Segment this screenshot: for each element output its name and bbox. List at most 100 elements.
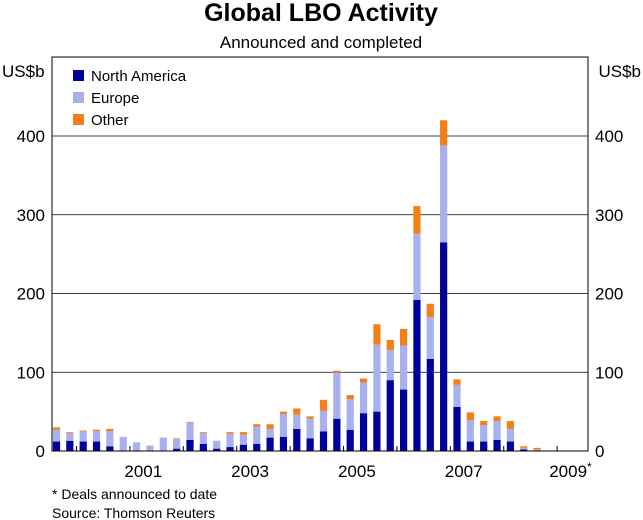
- bar-segment: [466, 441, 474, 451]
- legend-swatch: [73, 70, 84, 81]
- bar-segment: [52, 429, 61, 442]
- bar-segment: [66, 440, 74, 451]
- bar-segment: [173, 438, 181, 440]
- bar-segment: [466, 412, 474, 421]
- bar-segment: [426, 303, 434, 318]
- bar-segment: [319, 399, 328, 411]
- bar-segment: [293, 428, 301, 451]
- bar-segment: [279, 436, 288, 451]
- bar-segment: [92, 441, 101, 451]
- bar-segment: [146, 445, 154, 451]
- bar-segment: [226, 433, 234, 448]
- bar-segment: [359, 378, 368, 383]
- x-tick-label: 2009*: [549, 460, 592, 481]
- y-tick-label-right: 0: [595, 442, 604, 461]
- bar-segment: [159, 437, 167, 451]
- bar-segment: [226, 447, 234, 451]
- x-tick-label: 2003: [231, 462, 269, 481]
- bar-segment: [506, 421, 514, 429]
- bar-segment: [92, 431, 101, 442]
- bar-segment: [213, 440, 221, 449]
- bar-segment: [386, 380, 394, 452]
- bar-segment: [253, 424, 261, 427]
- x-tick-label: 2005: [338, 462, 376, 481]
- bar-segment: [373, 324, 381, 345]
- bar-segment: [453, 379, 461, 385]
- bar-segment: [346, 399, 354, 430]
- bar-segment: [386, 339, 394, 351]
- bar-segment: [333, 372, 341, 419]
- bar-segment: [173, 439, 181, 449]
- bar-segment: [346, 429, 354, 451]
- legend-label: Other: [91, 112, 129, 129]
- bars: [52, 120, 541, 452]
- bar-segment: [199, 443, 207, 451]
- bar-segment: [266, 424, 274, 429]
- bar-segment: [133, 442, 141, 451]
- bar-segment: [426, 317, 434, 359]
- bar-segment: [79, 441, 87, 451]
- bar-segment: [533, 449, 541, 451]
- bar-segment: [520, 447, 528, 450]
- bar-segment: [253, 426, 261, 444]
- y-tick-label-left: 0: [36, 442, 45, 461]
- y-tick-label-left: 300: [17, 206, 45, 225]
- bar-segment: [106, 428, 114, 432]
- bar-segment: [346, 395, 354, 400]
- bar-segment: [506, 428, 514, 442]
- bar-segment: [426, 358, 434, 451]
- bar-segment: [199, 432, 207, 444]
- bar-segment: [440, 145, 448, 243]
- bar-segment: [520, 446, 528, 448]
- bar-segment: [386, 350, 394, 381]
- bar-segment: [480, 421, 488, 426]
- bar-segment: [333, 418, 341, 451]
- y-tick-label-left: 200: [17, 285, 45, 304]
- y-tick-label-right: 300: [595, 206, 623, 225]
- bar-segment: [373, 411, 381, 452]
- axes: 0 0 100 100 200 200 300 300 400 400 2001 2003 2005 20…: [17, 56, 623, 481]
- bar-segment: [520, 449, 528, 451]
- y-unit-left: US$b: [2, 62, 45, 81]
- bar-segment: [400, 345, 408, 390]
- y-tick-label-right: 200: [595, 285, 623, 304]
- bar-segment: [173, 448, 181, 451]
- bar-segment: [533, 447, 541, 450]
- bar-segment: [79, 431, 87, 442]
- y-unit-right: US$b: [598, 62, 641, 81]
- bar-segment: [213, 448, 221, 451]
- bar-segment: [279, 411, 288, 414]
- bar-segment: [293, 414, 301, 429]
- x-tick-label: 2001: [124, 462, 162, 481]
- bar-segment: [279, 413, 288, 437]
- bar-segment: [253, 443, 261, 451]
- bar-segment: [400, 328, 408, 346]
- bar-segment: [226, 432, 234, 434]
- footnote: * Deals announced to date: [52, 486, 217, 502]
- bar-segment: [306, 418, 314, 439]
- y-tick-label-right: 100: [595, 363, 623, 382]
- bar-segment: [52, 427, 61, 430]
- legend-label: Europe: [91, 90, 139, 107]
- legend-swatch: [73, 114, 84, 125]
- bar-segment: [319, 410, 328, 432]
- y-tick-label-left: 100: [17, 363, 45, 382]
- bar-segment: [66, 432, 74, 441]
- bar-segment: [199, 432, 207, 433]
- source-note: Source: Thomson Reuters: [52, 505, 215, 520]
- bar-segment: [440, 120, 448, 146]
- bar-segment: [266, 437, 274, 451]
- legend: North America Europe Other: [73, 68, 187, 129]
- bar-segment: [239, 444, 247, 451]
- bar-segment: [119, 436, 127, 451]
- bar-segment: [239, 434, 247, 445]
- bar-segment: [466, 420, 474, 442]
- bar-segment: [52, 441, 61, 451]
- bar-segment: [413, 299, 421, 451]
- bar-segment: [373, 344, 381, 412]
- bar-segment: [506, 441, 514, 451]
- bar-segment: [319, 431, 328, 451]
- bar-segment: [413, 233, 421, 300]
